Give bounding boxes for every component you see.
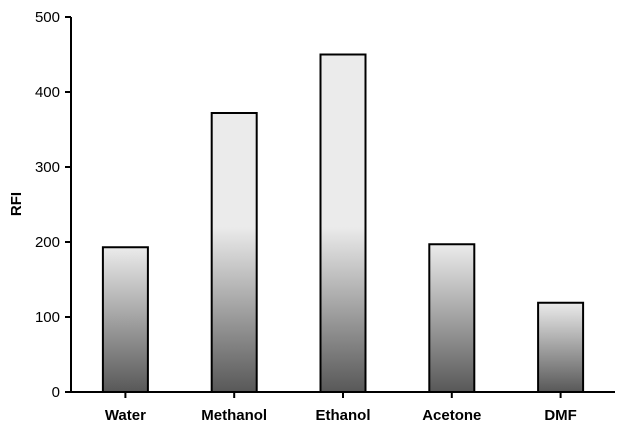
bar-methanol [210, 112, 258, 393]
y-tick-label-300: 300 [35, 159, 60, 176]
bar-water [101, 246, 149, 393]
y-tick-label-100: 100 [35, 309, 60, 326]
x-tick-label-ethanol: Ethanol [316, 407, 371, 422]
x-tick-label-methanol: Methanol [201, 407, 267, 422]
y-tick-label-0: 0 [52, 384, 60, 401]
x-tick-label-acetone: Acetone [422, 407, 481, 422]
y-tick-label-500: 500 [35, 9, 60, 26]
x-tick-label-water: Water [105, 407, 146, 422]
bar-dmf [537, 301, 585, 393]
y-tick-label-200: 200 [35, 234, 60, 251]
y-tick-label-400: 400 [35, 84, 60, 101]
bar-acetone [428, 243, 476, 393]
y-axis-title: RFI [8, 192, 25, 216]
labels-layer: Water Methanol Ethanol Acetone DMF 0 100 200 300… [35, 9, 577, 424]
axes-layer [65, 16, 615, 398]
bar-ethanol [319, 53, 367, 393]
x-tick-label-dmf: DMF [544, 407, 577, 422]
bars-layer [101, 53, 585, 393]
